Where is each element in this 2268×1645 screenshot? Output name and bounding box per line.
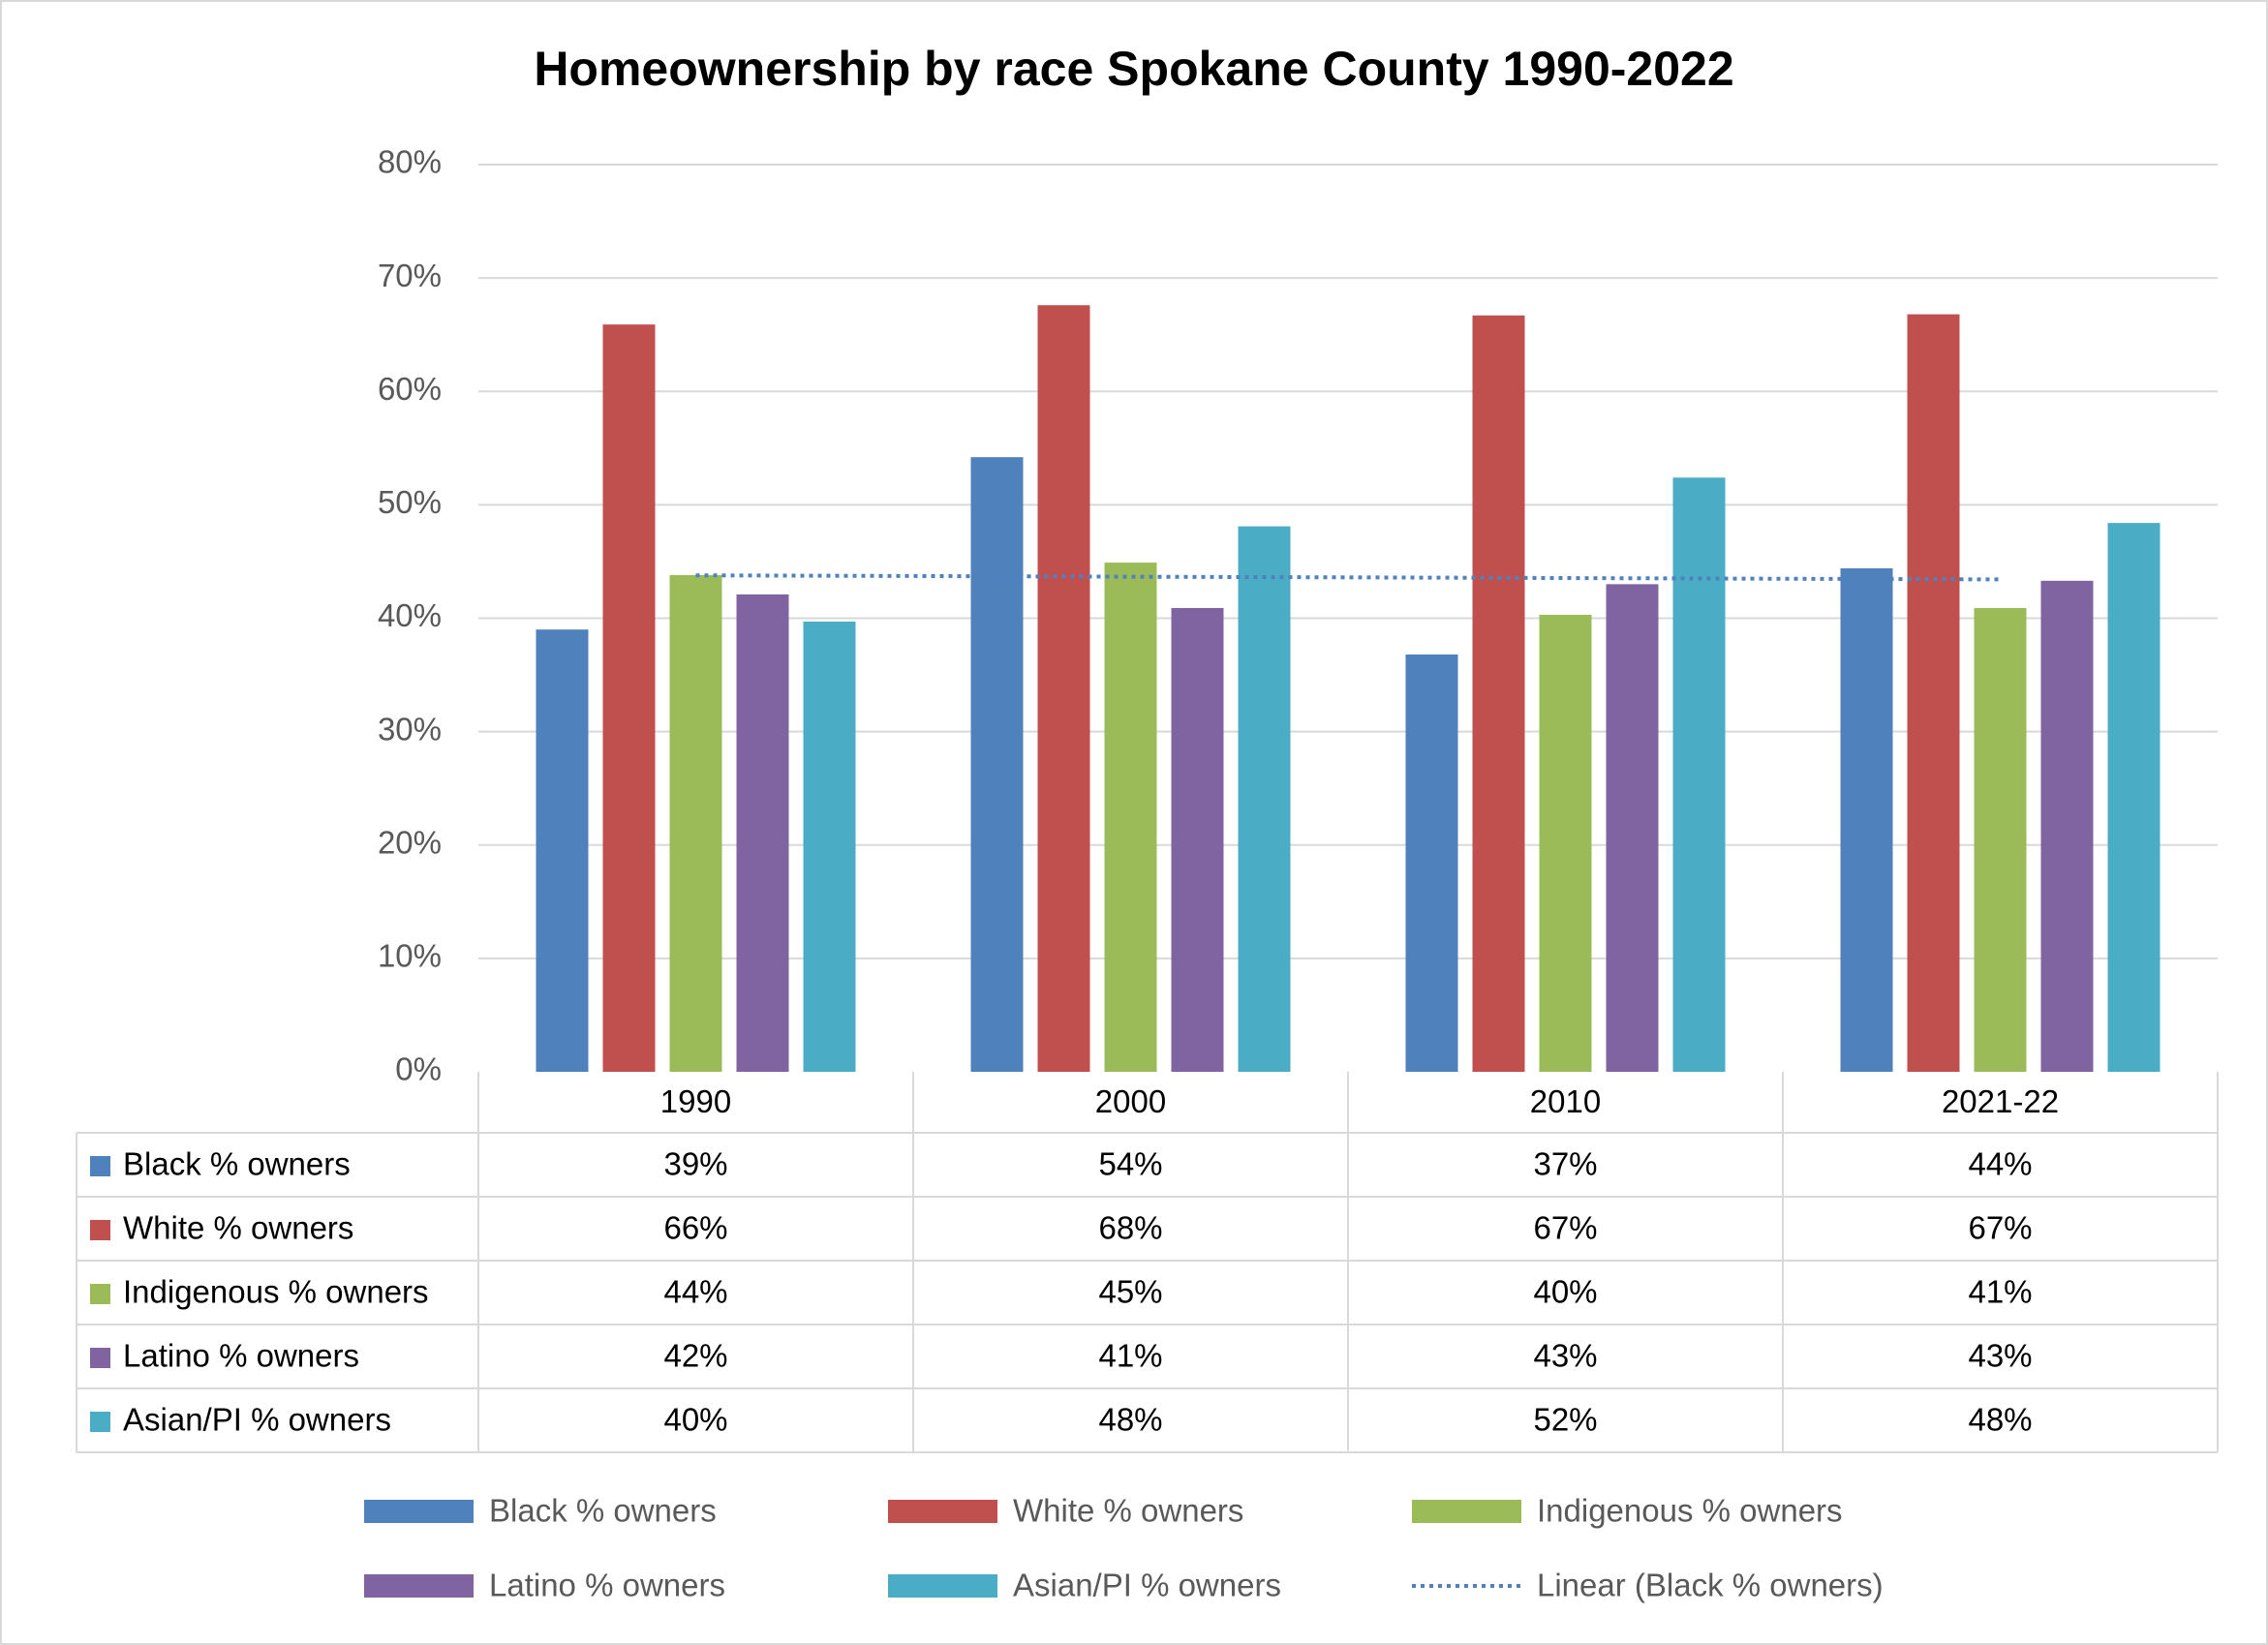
bar [803,622,856,1072]
table-row-label: Asian/PI % owners [123,1402,391,1438]
y-tick-label: 30% [378,711,442,746]
legend-label: Latino % owners [489,1568,725,1603]
bar [2040,580,2094,1072]
y-tick-label: 10% [378,938,442,974]
table-cell: 44% [663,1274,727,1310]
table-swatch [90,1220,110,1240]
x-tick-label: 2000 [1095,1083,1166,1119]
bar [1606,584,1659,1072]
table-row-label: White % owners [123,1210,353,1246]
legend-swatch [364,1574,474,1598]
table-swatch [90,1348,110,1368]
y-tick-label: 60% [378,371,442,407]
table-cell: 41% [1098,1338,1162,1374]
bar [1472,315,1525,1072]
table-cell: 48% [1968,1402,2032,1438]
x-tick-label: 2010 [1530,1083,1601,1119]
table-cell: 54% [1098,1146,1162,1182]
table-cell: 52% [1533,1402,1597,1438]
table-cell: 37% [1533,1146,1597,1182]
table-row-label: Indigenous % owners [123,1274,429,1310]
bar [1238,526,1291,1072]
legend-swatch [888,1574,997,1598]
bar [1974,607,2027,1072]
bar [2107,523,2161,1072]
bar [1104,563,1157,1072]
bar [736,594,789,1072]
table-row-label: Latino % owners [123,1338,359,1374]
y-tick-label: 80% [378,144,442,180]
legend-label: White % owners [1013,1493,1243,1529]
table-swatch [90,1412,110,1432]
table-cell: 43% [1968,1338,2032,1374]
legend-label: Linear (Black % owners) [1537,1568,1884,1603]
table-cell: 67% [1533,1210,1597,1246]
table-cell: 48% [1098,1402,1162,1438]
table-cell: 66% [663,1210,727,1246]
table-cell: 43% [1533,1338,1597,1374]
bar [1405,654,1458,1072]
y-tick-label: 20% [378,824,442,860]
bar [1539,614,1592,1072]
table-cell: 40% [1533,1274,1597,1310]
bar [1840,567,1893,1072]
legend-swatch [888,1500,997,1523]
bar [536,629,589,1072]
legend-label: Asian/PI % owners [1013,1568,1281,1603]
x-tick-label: 2021-22 [1942,1083,2059,1119]
bar [1672,477,1726,1072]
legend-label: Black % owners [489,1493,717,1529]
bar [1171,607,1224,1072]
chart-title: Homeownership by race Spokane County 199… [534,42,1733,96]
y-tick-label: 0% [395,1051,442,1087]
table-cell: 45% [1098,1274,1162,1310]
table-cell: 39% [663,1146,727,1182]
table-cell: 68% [1098,1210,1162,1246]
table-row-label: Black % owners [123,1146,351,1182]
y-tick-label: 50% [378,484,442,520]
bar [669,574,722,1072]
bar [970,457,1024,1072]
table-cell: 42% [663,1338,727,1374]
bar [1037,305,1090,1072]
table-swatch [90,1284,110,1304]
x-tick-label: 1990 [660,1083,731,1119]
legend-label: Indigenous % owners [1537,1493,1843,1529]
table-cell: 44% [1968,1146,2032,1182]
table-cell: 67% [1968,1210,2032,1246]
legend-swatch [364,1500,474,1523]
bar [1907,314,1960,1073]
y-tick-label: 40% [378,597,442,633]
table-swatch [90,1156,110,1176]
table-cell: 41% [1968,1274,2032,1310]
y-tick-label: 70% [378,258,442,293]
bar [602,324,656,1072]
table-cell: 40% [663,1402,727,1438]
legend-swatch [1412,1500,1521,1523]
